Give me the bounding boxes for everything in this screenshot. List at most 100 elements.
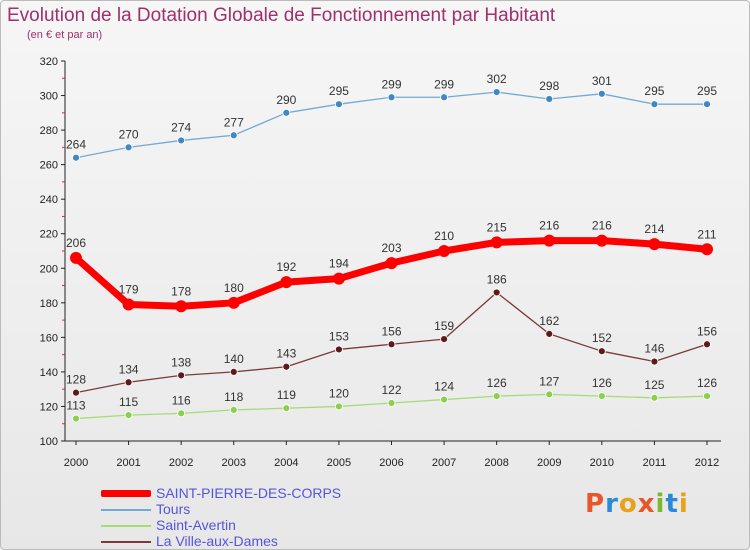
data-label: 206 bbox=[66, 236, 86, 250]
data-label: 210 bbox=[434, 229, 454, 243]
data-point bbox=[545, 95, 554, 103]
data-label: 178 bbox=[171, 284, 191, 298]
data-point bbox=[177, 371, 186, 380]
chart-subtitle: (en € et par an) bbox=[27, 29, 103, 41]
data-label: 192 bbox=[276, 260, 296, 274]
data-label: 203 bbox=[381, 241, 401, 255]
data-point bbox=[177, 136, 186, 145]
legend-item-saint-pierre: SAINT-PIERRE-DES-CORPS bbox=[101, 485, 401, 501]
data-point bbox=[282, 362, 291, 371]
data-label: 299 bbox=[434, 77, 454, 91]
data-point bbox=[597, 89, 606, 98]
y-tick-label: 320 bbox=[40, 56, 58, 68]
legend: SAINT-PIERRE-DES-CORPS Tours Saint-Avert… bbox=[101, 485, 401, 549]
legend-item-la-ville-aux-dames: La Ville-aux-Dames bbox=[101, 533, 401, 549]
legend-swatch-saint-pierre bbox=[101, 490, 151, 497]
y-tick-label: 220 bbox=[40, 229, 58, 241]
data-label: 156 bbox=[697, 324, 717, 338]
data-point bbox=[280, 276, 293, 289]
data-label: 134 bbox=[119, 362, 139, 376]
y-tick-label: 260 bbox=[40, 160, 58, 172]
data-point bbox=[175, 300, 188, 313]
data-point bbox=[703, 340, 711, 349]
data-point bbox=[72, 414, 80, 423]
logo-letter: t bbox=[665, 489, 679, 519]
data-label: 295 bbox=[329, 84, 349, 98]
data-point bbox=[703, 100, 711, 109]
legend-swatch-tours bbox=[101, 509, 151, 511]
data-label: 180 bbox=[224, 281, 244, 295]
data-label: 120 bbox=[329, 386, 349, 400]
data-label: 146 bbox=[644, 342, 664, 356]
x-tick-label: 2006 bbox=[379, 457, 403, 469]
x-tick-label: 2010 bbox=[590, 457, 614, 469]
y-tick-label: 180 bbox=[40, 298, 58, 310]
data-label: 126 bbox=[697, 376, 717, 390]
x-tick-label: 2009 bbox=[537, 457, 561, 469]
data-point bbox=[177, 409, 186, 418]
data-label: 122 bbox=[381, 383, 401, 397]
data-label: 126 bbox=[592, 376, 612, 390]
y-tick-label: 200 bbox=[40, 263, 58, 275]
data-point bbox=[543, 234, 556, 247]
x-tick-label: 2003 bbox=[222, 457, 246, 469]
chart-title: Evolution de la Dotation Globale de Fonc… bbox=[7, 5, 556, 26]
data-point bbox=[229, 131, 238, 140]
legend-item-saint-avertin: Saint-Avertin bbox=[101, 517, 401, 533]
data-point bbox=[701, 243, 713, 256]
data-label: 214 bbox=[644, 222, 664, 236]
data-point bbox=[492, 288, 501, 297]
data-label: 274 bbox=[171, 120, 191, 134]
data-point bbox=[492, 88, 501, 96]
data-point bbox=[335, 100, 343, 109]
data-label: 215 bbox=[487, 220, 507, 234]
data-label: 124 bbox=[434, 380, 454, 394]
data-point bbox=[545, 330, 554, 338]
data-point bbox=[595, 234, 608, 247]
data-label: 159 bbox=[434, 319, 454, 333]
data-point bbox=[229, 406, 238, 414]
legend-item-tours: Tours bbox=[101, 501, 401, 517]
data-point bbox=[490, 236, 503, 249]
data-label: 127 bbox=[539, 374, 559, 388]
data-point bbox=[72, 153, 80, 162]
legend-label-tours: Tours bbox=[156, 501, 191, 517]
y-tick-label: 240 bbox=[40, 194, 58, 206]
data-label: 216 bbox=[592, 219, 612, 233]
logo-letter: o bbox=[618, 489, 638, 519]
data-label: 216 bbox=[539, 219, 559, 233]
data-label: 153 bbox=[329, 329, 349, 343]
x-tick-label: 2004 bbox=[274, 457, 298, 469]
data-point bbox=[387, 399, 396, 407]
legend-swatch-saint-avertin bbox=[101, 525, 151, 527]
data-point bbox=[650, 393, 659, 402]
data-label: 115 bbox=[119, 395, 138, 409]
legend-label-saint-avertin: Saint-Avertin bbox=[156, 517, 236, 533]
data-label: 140 bbox=[224, 352, 244, 366]
data-label: 113 bbox=[66, 399, 85, 413]
data-point bbox=[597, 347, 606, 356]
data-label: 126 bbox=[487, 376, 507, 390]
data-point bbox=[122, 298, 135, 311]
data-label: 162 bbox=[539, 314, 559, 328]
x-tick-label: 2001 bbox=[116, 457, 140, 469]
y-tick-label: 300 bbox=[40, 91, 58, 103]
logo-letter: r bbox=[605, 489, 619, 519]
legend-label-la-ville-aux-dames: La Ville-aux-Dames bbox=[156, 533, 278, 549]
logo-letter: P bbox=[585, 489, 606, 519]
data-label: 270 bbox=[119, 127, 139, 141]
data-point bbox=[545, 390, 554, 399]
data-point bbox=[124, 411, 133, 419]
data-point bbox=[70, 251, 82, 264]
logo-letter: x bbox=[637, 489, 656, 519]
data-label: 295 bbox=[644, 84, 664, 98]
data-point bbox=[332, 272, 345, 285]
data-label: 298 bbox=[539, 79, 559, 93]
logo-letter: i bbox=[678, 489, 689, 519]
y-tick-label: 160 bbox=[40, 332, 58, 344]
proxiti-logo: Proxiti bbox=[585, 489, 689, 519]
data-point bbox=[124, 143, 133, 152]
data-label: 194 bbox=[329, 257, 349, 271]
